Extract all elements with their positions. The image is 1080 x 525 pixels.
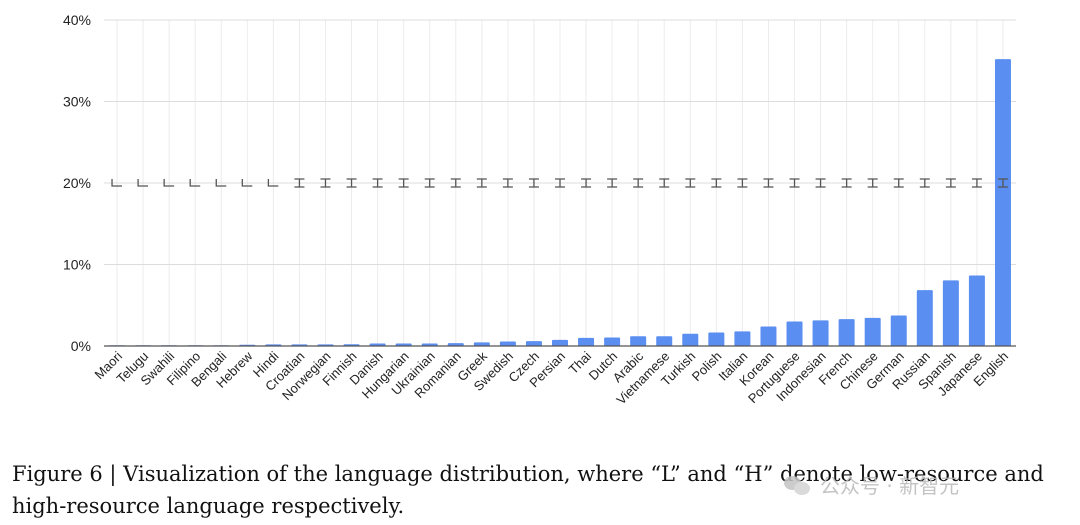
high-resource-marker xyxy=(607,178,618,188)
bar-swedish xyxy=(499,341,516,346)
y-tick-label: 30% xyxy=(63,94,91,110)
high-resource-marker xyxy=(320,178,331,188)
low-resource-marker xyxy=(137,179,149,187)
low-resource-marker xyxy=(163,179,175,187)
high-resource-marker xyxy=(893,178,904,188)
bar-danish xyxy=(369,343,386,346)
bar-ukrainian xyxy=(421,343,438,346)
low-resource-marker xyxy=(111,179,123,187)
bar-romanian xyxy=(447,343,464,346)
watermark: 公众号 · 新智元 xyxy=(784,470,959,499)
bar-arabic xyxy=(630,336,647,346)
low-resource-marker xyxy=(241,179,253,187)
bar-czech xyxy=(525,341,542,346)
high-resource-marker xyxy=(737,178,748,188)
bar-thai xyxy=(578,337,595,346)
bar-english xyxy=(994,59,1011,347)
high-resource-marker xyxy=(502,178,513,188)
bar-portuguese xyxy=(786,321,803,346)
bar-polish xyxy=(708,332,725,346)
high-resource-marker xyxy=(659,178,670,188)
bar-italian xyxy=(734,331,751,346)
bar-greek xyxy=(473,342,490,346)
bar-dutch xyxy=(604,337,621,346)
y-tick-label: 0% xyxy=(71,338,91,354)
high-resource-marker xyxy=(450,178,461,188)
high-resource-marker xyxy=(398,178,409,188)
figure-caption: Figure 6 | Visualization of the language… xyxy=(12,462,1044,518)
high-resource-marker xyxy=(424,178,435,188)
bar-vietnamese xyxy=(656,336,673,346)
high-resource-marker xyxy=(971,178,982,188)
bar-german xyxy=(890,315,907,346)
y-tick-label: 40% xyxy=(63,12,91,28)
bar-indonesian xyxy=(812,320,829,346)
high-resource-marker xyxy=(685,178,696,188)
low-resource-marker xyxy=(267,179,279,187)
high-resource-marker xyxy=(919,178,930,188)
high-resource-marker xyxy=(841,178,852,188)
high-resource-marker xyxy=(476,178,487,188)
bar-hungarian xyxy=(395,343,412,346)
low-resource-marker xyxy=(215,179,227,187)
wechat-icon xyxy=(784,474,812,496)
high-resource-marker xyxy=(346,178,357,188)
y-tick-label: 10% xyxy=(63,257,91,273)
high-resource-marker xyxy=(815,178,826,188)
bar-korean xyxy=(760,326,777,346)
category-label: Polish xyxy=(689,349,725,385)
high-resource-marker xyxy=(789,178,800,188)
high-resource-marker xyxy=(528,178,539,188)
bar-french xyxy=(838,319,855,346)
watermark-text: 公众号 · 新智元 xyxy=(820,474,960,498)
high-resource-marker xyxy=(294,178,305,188)
bar-russian xyxy=(916,290,933,346)
low-resource-marker xyxy=(189,179,201,187)
high-resource-marker xyxy=(867,178,878,188)
high-resource-marker xyxy=(711,178,722,188)
bar-chart: 0%10%20%30%40%MaoriTeluguSwahiliFilipino… xyxy=(63,12,1016,408)
bar-spanish xyxy=(942,280,959,346)
high-resource-marker xyxy=(581,178,592,188)
high-resource-marker xyxy=(763,178,774,188)
high-resource-marker xyxy=(633,178,644,188)
bar-persian xyxy=(552,339,568,346)
bar-turkish xyxy=(682,333,699,346)
bar-chinese xyxy=(864,317,881,346)
high-resource-marker xyxy=(945,178,956,188)
y-tick-label: 20% xyxy=(63,175,91,191)
high-resource-marker xyxy=(372,178,383,188)
bar-japanese xyxy=(968,275,985,346)
high-resource-marker xyxy=(555,178,565,188)
high-resource-marker xyxy=(997,178,1008,188)
